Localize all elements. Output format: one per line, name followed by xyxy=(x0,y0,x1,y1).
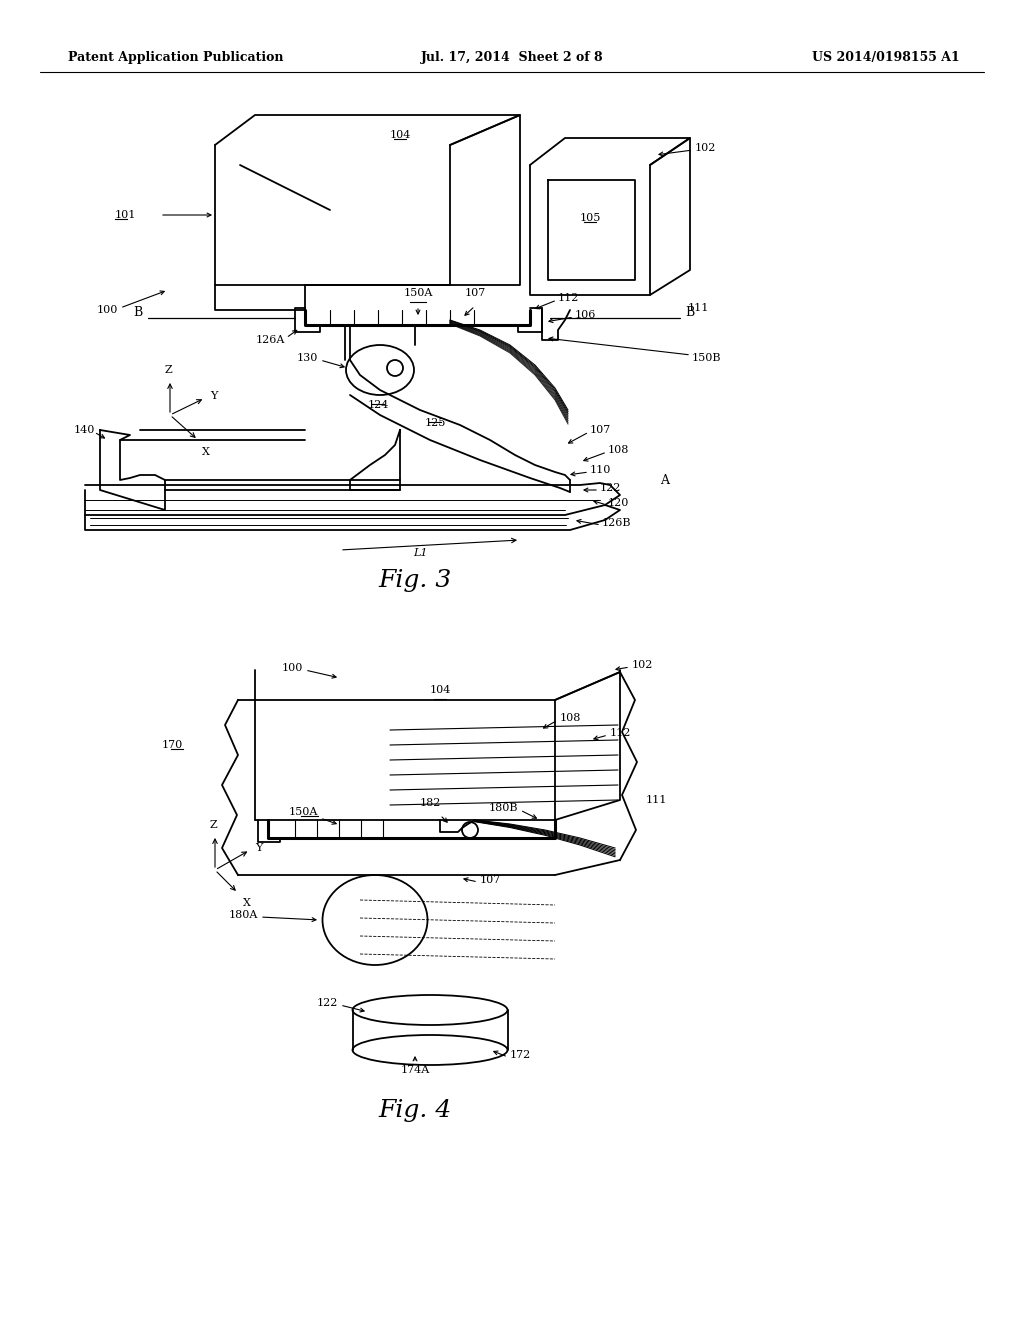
Text: US 2014/0198155 A1: US 2014/0198155 A1 xyxy=(812,51,961,65)
Text: B: B xyxy=(134,305,143,318)
Text: 172: 172 xyxy=(510,1049,531,1060)
Text: L1: L1 xyxy=(413,548,427,558)
Text: 122: 122 xyxy=(316,998,338,1008)
Text: B: B xyxy=(685,305,694,318)
Text: 111: 111 xyxy=(688,304,710,313)
Text: 104: 104 xyxy=(389,129,411,140)
Text: 150B: 150B xyxy=(692,352,722,363)
Text: 100: 100 xyxy=(96,305,118,315)
Text: 108: 108 xyxy=(560,713,582,723)
Text: Fig. 3: Fig. 3 xyxy=(379,569,452,591)
Text: 122: 122 xyxy=(600,483,622,492)
Text: 124: 124 xyxy=(368,400,389,411)
Text: 107: 107 xyxy=(590,425,611,436)
Text: 107: 107 xyxy=(480,875,502,884)
Text: 102: 102 xyxy=(695,143,717,153)
Text: 102: 102 xyxy=(632,660,653,671)
Text: Y: Y xyxy=(255,843,262,853)
Text: 111: 111 xyxy=(646,795,668,805)
Text: 180A: 180A xyxy=(228,909,258,920)
Text: 125: 125 xyxy=(424,418,445,428)
Text: 104: 104 xyxy=(429,685,451,696)
Text: 112: 112 xyxy=(610,729,632,738)
Text: 150A: 150A xyxy=(289,807,318,817)
Text: 180B: 180B xyxy=(488,803,518,813)
Text: 108: 108 xyxy=(608,445,630,455)
Text: 106: 106 xyxy=(575,310,596,319)
Text: 126B: 126B xyxy=(602,517,632,528)
Text: 150A: 150A xyxy=(403,288,433,298)
Text: 170: 170 xyxy=(162,741,183,750)
Text: 112: 112 xyxy=(558,293,580,304)
Text: 174A: 174A xyxy=(400,1065,430,1074)
Text: Jul. 17, 2014  Sheet 2 of 8: Jul. 17, 2014 Sheet 2 of 8 xyxy=(421,51,603,65)
Text: 100: 100 xyxy=(282,663,303,673)
Text: 107: 107 xyxy=(465,288,486,298)
Text: 182: 182 xyxy=(419,799,440,808)
Text: Z: Z xyxy=(209,820,217,830)
Text: 120: 120 xyxy=(608,498,630,508)
Text: 130: 130 xyxy=(297,352,318,363)
Text: 140: 140 xyxy=(74,425,95,436)
Text: 101: 101 xyxy=(115,210,136,220)
Text: Fig. 4: Fig. 4 xyxy=(379,1098,452,1122)
Text: A: A xyxy=(660,474,669,487)
Text: Z: Z xyxy=(164,366,172,375)
Text: Y: Y xyxy=(210,391,217,401)
Text: 110: 110 xyxy=(590,465,611,475)
Text: 126A: 126A xyxy=(256,335,285,345)
Text: X: X xyxy=(202,447,210,457)
Text: 105: 105 xyxy=(580,213,601,223)
Text: X: X xyxy=(243,898,251,908)
Text: Patent Application Publication: Patent Application Publication xyxy=(68,51,284,65)
